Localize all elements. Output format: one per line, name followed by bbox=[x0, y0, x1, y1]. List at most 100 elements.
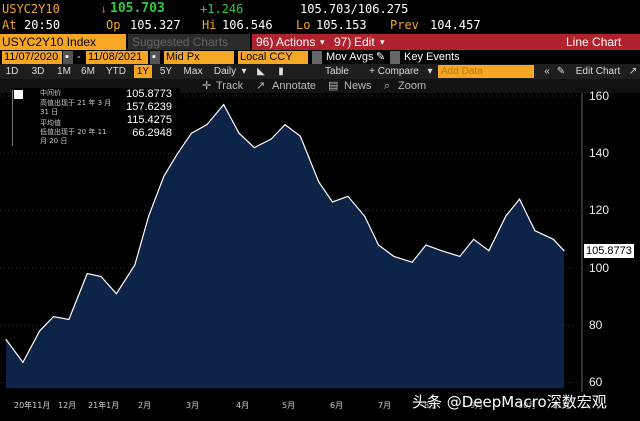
track-crosshair-icon[interactable]: ✛ bbox=[202, 80, 212, 92]
data-point bbox=[238, 132, 240, 134]
compare-button[interactable]: + Compare bbox=[369, 66, 419, 77]
edit-menu[interactable]: Edit bbox=[354, 35, 375, 49]
bid-ask: 105.703/106.275 bbox=[300, 2, 409, 16]
data-point bbox=[473, 238, 475, 240]
x-tick-label: 11月 bbox=[552, 401, 571, 410]
at-label: At bbox=[2, 18, 17, 32]
high-label: Hi bbox=[202, 18, 217, 32]
x-tick-label: 6月 bbox=[330, 401, 344, 410]
frequency-chevron-down-icon[interactable]: ▾ bbox=[241, 66, 247, 77]
range-5y[interactable]: 5Y bbox=[159, 66, 173, 77]
track-button[interactable]: Track bbox=[216, 80, 244, 92]
range-1y[interactable]: 1Y bbox=[134, 65, 152, 78]
low-label: Lo bbox=[296, 18, 311, 32]
y-tick-label: 140 bbox=[589, 146, 610, 160]
x-tick-label: 3月 bbox=[186, 401, 200, 410]
x-tick-label: 7月 bbox=[378, 401, 392, 410]
legend-value-low: 66.2948 bbox=[132, 127, 172, 139]
annotate-button[interactable]: Annotate bbox=[272, 80, 317, 92]
data-point bbox=[425, 244, 427, 246]
legend-bracket bbox=[12, 90, 25, 146]
data-point bbox=[52, 316, 55, 318]
data-point bbox=[190, 132, 193, 134]
y-tick-label: 100 bbox=[589, 261, 610, 275]
data-point bbox=[331, 201, 334, 203]
chart-legend: 中间价 高值出现于 21 年 3 月 31 日 平均值 低值出现于 20 年 1… bbox=[12, 88, 180, 150]
edit-chart-button[interactable]: Edit Chart bbox=[575, 66, 621, 77]
price-field-select[interactable]: Mid Px bbox=[164, 51, 234, 64]
table-button[interactable]: Table bbox=[325, 66, 349, 77]
x-tick-label: 12月 bbox=[58, 401, 77, 410]
data-point bbox=[206, 124, 208, 126]
frequency-select[interactable]: Daily bbox=[213, 66, 237, 77]
edit-chevron-down-icon[interactable]: ▾ bbox=[380, 37, 385, 47]
y-tick-label: 160 bbox=[589, 89, 610, 103]
actions-menu[interactable]: Actions bbox=[276, 35, 316, 49]
range-ytd[interactable]: YTD bbox=[106, 66, 126, 77]
data-point bbox=[270, 138, 272, 140]
quote-time: 20:50 bbox=[24, 18, 61, 32]
y-tick-label: 60 bbox=[589, 375, 603, 389]
ohlc-bar: At 20:50 Op 105.327 Hi 106.546 Lo 105.15… bbox=[0, 17, 640, 34]
data-point bbox=[148, 215, 150, 217]
data-point bbox=[163, 175, 165, 177]
data-point bbox=[377, 244, 380, 246]
news-button[interactable]: News bbox=[344, 80, 372, 92]
zoom-icon[interactable]: ⌕ bbox=[384, 80, 391, 92]
actions-chevron-down-icon[interactable]: ▾ bbox=[320, 37, 325, 47]
pencil-icon[interactable]: ✎ bbox=[376, 51, 386, 63]
legend-label-low: 低值出现于 20 年 11 月 20 日 bbox=[40, 128, 107, 145]
data-point bbox=[347, 195, 349, 197]
wrench-icon[interactable]: ✎ bbox=[556, 66, 566, 77]
range-6m[interactable]: 6M bbox=[81, 66, 95, 77]
start-date-field[interactable]: 11/07/2020 bbox=[2, 51, 62, 64]
range-1m[interactable]: 1M bbox=[57, 66, 71, 77]
actions-menu-number: 96) bbox=[256, 35, 274, 49]
prev-value: 104.457 bbox=[430, 18, 481, 32]
legend-label-average: 平均值 bbox=[40, 119, 61, 127]
compare-chevron-down-icon[interactable]: ▾ bbox=[427, 66, 433, 77]
last-price: 105.703 bbox=[110, 1, 165, 16]
key-events-checkbox[interactable] bbox=[390, 51, 400, 64]
range-1d[interactable]: 1D bbox=[5, 66, 19, 77]
data-point bbox=[411, 261, 413, 263]
range-max[interactable]: Max bbox=[183, 66, 203, 77]
data-point bbox=[505, 215, 507, 217]
ticker: USYC2Y10 bbox=[2, 2, 60, 16]
currency-select[interactable]: Local CCY bbox=[238, 51, 308, 64]
y-tick-label: 120 bbox=[589, 203, 610, 217]
add-data-input[interactable]: Add Data bbox=[438, 65, 534, 78]
data-point bbox=[115, 293, 117, 295]
data-point bbox=[393, 255, 395, 257]
y-tick-label: 80 bbox=[589, 318, 603, 332]
calendar-icon[interactable]: ▪ bbox=[150, 51, 160, 64]
data-point bbox=[364, 215, 366, 217]
legend-value-average: 115.4275 bbox=[126, 114, 172, 126]
data-point bbox=[223, 104, 225, 106]
area-chart-icon[interactable]: ◣ bbox=[257, 66, 265, 77]
prev-label: Prev bbox=[390, 18, 419, 32]
data-point bbox=[488, 250, 490, 252]
open-value: 105.327 bbox=[130, 18, 181, 32]
range-3d[interactable]: 3D bbox=[31, 66, 45, 77]
end-date-field[interactable]: 11/08/2021 bbox=[86, 51, 148, 64]
collapse-icon[interactable]: « bbox=[544, 66, 550, 77]
series-color-swatch bbox=[14, 90, 23, 99]
series-area bbox=[6, 104, 564, 389]
x-tick-label: 5月 bbox=[282, 401, 296, 410]
open-label: Op bbox=[106, 18, 121, 32]
tab-index[interactable]: USYC2Y10 Index bbox=[0, 34, 126, 50]
zoom-button[interactable]: Zoom bbox=[398, 80, 427, 92]
annotate-icon[interactable]: ↗ bbox=[256, 80, 266, 92]
quote-bar: USYC2Y10 ↓ 105.703 +1.246 105.703/106.27… bbox=[0, 0, 640, 17]
price-change: +1.246 bbox=[200, 2, 244, 16]
news-icon[interactable]: ▤ bbox=[328, 80, 339, 92]
calendar-icon[interactable]: ▪ bbox=[63, 51, 73, 64]
tab-suggested-charts[interactable]: Suggested Charts bbox=[128, 34, 250, 50]
data-point bbox=[253, 147, 255, 149]
expand-icon[interactable]: ↗ bbox=[628, 66, 638, 77]
data-point bbox=[552, 238, 554, 240]
mov-avgs-checkbox[interactable] bbox=[312, 51, 322, 64]
bar-chart-icon[interactable]: ▮ bbox=[278, 66, 284, 77]
x-tick-label: 4月 bbox=[236, 401, 250, 410]
